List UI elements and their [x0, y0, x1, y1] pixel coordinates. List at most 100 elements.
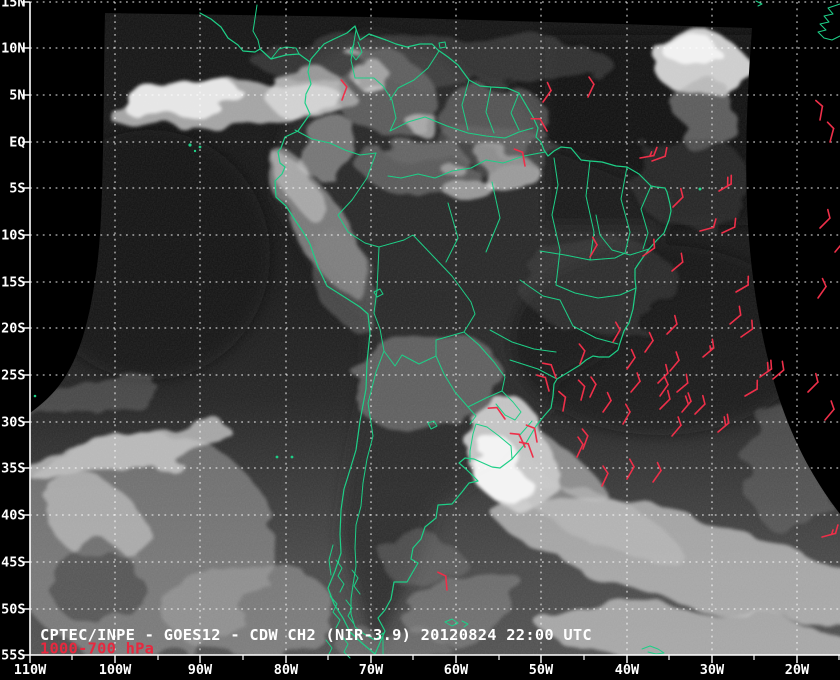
- wind-barb: [824, 400, 835, 421]
- colombia-peru-border: [294, 129, 377, 156]
- wind-barb-layer: [340, 76, 840, 591]
- tocantins-river: [551, 157, 561, 286]
- lat-label: 50S: [1, 602, 25, 618]
- product-annotation: CPTEC/INPE - GOES12 - CDW CH2 (NIR-3.9) …: [40, 626, 592, 644]
- lat-label: 45S: [1, 555, 25, 571]
- coastline-layer: [33, 0, 840, 659]
- misiones-border: [495, 390, 522, 421]
- wind-barb: [652, 461, 662, 483]
- wind-barb: [541, 362, 557, 379]
- lat-label: EQ: [9, 135, 25, 151]
- lat-label: 25S: [1, 368, 25, 384]
- venezuela-colombia-border: [350, 29, 397, 132]
- argentina-paraguay-border: [467, 406, 477, 425]
- wind-barb: [530, 117, 548, 132]
- brazil-north-border: [389, 116, 534, 139]
- south-georgia-island: [641, 645, 665, 655]
- wind-barb: [602, 391, 612, 413]
- satellite-swath: [30, 13, 840, 655]
- uruguay-border: [469, 423, 513, 463]
- wind-barb: [651, 146, 668, 162]
- wind-barb: [676, 373, 689, 393]
- lon-label: 30W: [700, 662, 725, 678]
- wind-barb: [699, 218, 717, 232]
- titicaca-lake: [373, 288, 384, 298]
- central-america-coastline: [199, 12, 311, 63]
- wind-barb: [659, 375, 669, 397]
- brazil-state-borders: [445, 160, 652, 380]
- wind-barb: [518, 441, 534, 458]
- wind-barb: [672, 187, 684, 208]
- guyana-border: [461, 79, 470, 131]
- wind-barb: [577, 379, 586, 401]
- africa-coastline: [755, 0, 840, 41]
- wind-barb: [772, 360, 785, 380]
- lon-label: 110W: [14, 662, 47, 678]
- lat-label: 5S: [9, 181, 25, 197]
- wind-barb: [717, 413, 730, 433]
- lat-label: 15S: [1, 275, 25, 291]
- trinidad-island: [438, 41, 447, 49]
- wind-barb: [729, 305, 742, 325]
- sao-francisco-river: [595, 214, 650, 256]
- amazon-river: [387, 151, 546, 179]
- bolivia-border: [373, 234, 476, 367]
- wind-barb: [558, 390, 567, 412]
- pressure-level-label: 1000-700 hPa: [40, 640, 154, 658]
- lat-label: 40S: [1, 508, 25, 524]
- wind-barb: [340, 79, 348, 101]
- wind-barb: [669, 351, 680, 372]
- wind-barb: [513, 148, 526, 167]
- lon-label: 20W: [785, 662, 810, 678]
- wind-barb: [525, 424, 538, 443]
- orinoco-river: [389, 50, 440, 101]
- lon-label: 40W: [615, 662, 640, 678]
- falkland-islands: [444, 618, 469, 628]
- wind-barb: [626, 458, 635, 480]
- axis-label-layer: 15N 10N 5N EQ 5S 10S 15S 20S 25S 30S 35S 40S 45S 50S 5…: [1, 0, 810, 678]
- wind-barb: [702, 338, 715, 358]
- wind-barb: [589, 376, 597, 398]
- wind-barb: [601, 465, 609, 487]
- wind-barb: [671, 416, 682, 437]
- suriname-border: [485, 86, 495, 134]
- lon-label: 80W: [274, 662, 299, 678]
- wind-barb: [759, 359, 773, 378]
- wind-barb: [581, 428, 589, 450]
- lon-label: 90W: [188, 662, 213, 678]
- lon-label: 60W: [444, 662, 469, 678]
- wind-barb: [834, 240, 840, 253]
- wind-barb: [630, 372, 641, 393]
- south-america-coastline: [274, 25, 672, 655]
- wind-barb: [721, 217, 737, 234]
- lat-label: 5N: [9, 88, 25, 104]
- wind-barb: [718, 174, 733, 192]
- lat-label: 30S: [1, 415, 25, 431]
- wind-barb: [681, 392, 692, 413]
- wind-barb: [815, 99, 824, 121]
- wind-barb: [740, 319, 754, 338]
- paraguay-border: [435, 331, 506, 408]
- wind-barb: [642, 238, 656, 257]
- lat-label: 10S: [1, 228, 25, 244]
- lat-label: 10N: [1, 41, 25, 57]
- lat-label: 15N: [1, 0, 25, 11]
- central-america-caribbean: [252, 4, 300, 60]
- wind-barb: [622, 403, 631, 425]
- wind-barb: [509, 432, 526, 448]
- lagoa-dos-patos: [518, 420, 533, 437]
- lat-label: 55S: [1, 648, 25, 664]
- wind-barb: [536, 374, 550, 392]
- wind-barb: [639, 146, 658, 159]
- wind-barb: [694, 394, 706, 415]
- wind-barb: [821, 524, 839, 538]
- lat-label: 20S: [1, 321, 25, 337]
- wind-barb: [819, 208, 831, 229]
- wind-barb: [735, 275, 750, 293]
- maracaibo-lake: [349, 41, 363, 61]
- mar-chiquita-lagoon: [427, 420, 438, 430]
- wind-barb: [744, 379, 759, 397]
- wind-barb: [826, 121, 835, 143]
- wind-barb: [542, 81, 552, 103]
- lon-label: 70W: [359, 662, 384, 678]
